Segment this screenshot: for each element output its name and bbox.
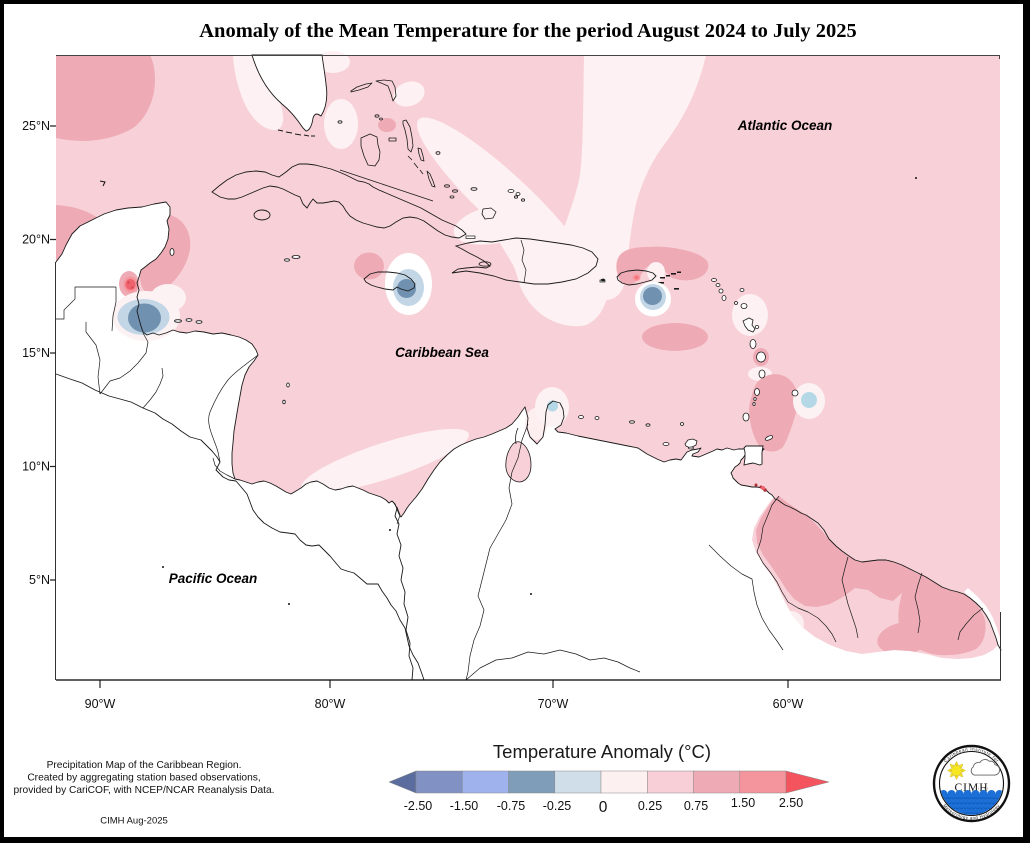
svg-text:0.75: 0.75 — [684, 799, 708, 813]
svg-text:5°N: 5°N — [29, 573, 50, 587]
svg-text:-2.50: -2.50 — [404, 799, 433, 813]
svg-text:70°W: 70°W — [538, 697, 569, 711]
svg-text:1.50: 1.50 — [731, 796, 755, 810]
svg-text:80°W: 80°W — [315, 697, 346, 711]
svg-text:25°N: 25°N — [22, 119, 50, 133]
svg-text:CIMH: CIMH — [954, 782, 988, 794]
svg-text:60°W: 60°W — [773, 697, 804, 711]
svg-text:90°W: 90°W — [85, 697, 116, 711]
svg-text:Anomaly of the Mean Temperatur: Anomaly of the Mean Temperature for the … — [199, 20, 857, 42]
svg-text:provided by CariCOF, with NCEP: provided by CariCOF, with NCEP/NCAR Rean… — [14, 785, 275, 796]
svg-text:-0.25: -0.25 — [543, 799, 572, 813]
svg-text:0: 0 — [599, 799, 608, 816]
svg-text:Atlantic Ocean: Atlantic Ocean — [737, 118, 833, 133]
svg-text:20°N: 20°N — [22, 233, 50, 247]
svg-text:Precipitation Map of the Carib: Precipitation Map of the Caribbean Regio… — [47, 760, 242, 771]
svg-text:-0.75: -0.75 — [497, 799, 526, 813]
svg-text:15°N: 15°N — [22, 346, 50, 360]
svg-text:Pacific Ocean: Pacific Ocean — [169, 571, 258, 586]
svg-text:Caribbean Sea: Caribbean Sea — [395, 345, 489, 360]
svg-text:2.50: 2.50 — [779, 796, 803, 810]
svg-text:CIMH Aug-2025: CIMH Aug-2025 — [100, 816, 168, 827]
svg-text:0.25: 0.25 — [638, 799, 662, 813]
svg-text:Temperature Anomaly (°C): Temperature Anomaly (°C) — [493, 741, 711, 762]
svg-text:Created by aggregating station: Created by aggregating station based obs… — [27, 773, 260, 784]
svg-text:-1.50: -1.50 — [450, 799, 479, 813]
svg-text:10°N: 10°N — [22, 460, 50, 474]
